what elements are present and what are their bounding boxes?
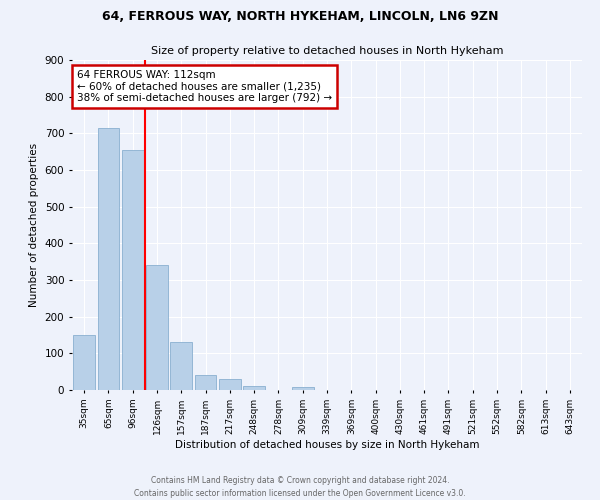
Bar bbox=[243, 386, 265, 390]
Bar bbox=[194, 374, 217, 390]
Title: Size of property relative to detached houses in North Hykeham: Size of property relative to detached ho… bbox=[151, 46, 503, 56]
Text: 64, FERROUS WAY, NORTH HYKEHAM, LINCOLN, LN6 9ZN: 64, FERROUS WAY, NORTH HYKEHAM, LINCOLN,… bbox=[102, 10, 498, 23]
Bar bbox=[122, 150, 143, 390]
Text: 64 FERROUS WAY: 112sqm
← 60% of detached houses are smaller (1,235)
38% of semi-: 64 FERROUS WAY: 112sqm ← 60% of detached… bbox=[77, 70, 332, 103]
Text: Contains HM Land Registry data © Crown copyright and database right 2024.
Contai: Contains HM Land Registry data © Crown c… bbox=[134, 476, 466, 498]
Bar bbox=[97, 128, 119, 390]
Bar bbox=[73, 335, 95, 390]
Bar bbox=[292, 387, 314, 390]
X-axis label: Distribution of detached houses by size in North Hykeham: Distribution of detached houses by size … bbox=[175, 440, 479, 450]
Y-axis label: Number of detached properties: Number of detached properties bbox=[29, 143, 39, 307]
Bar bbox=[219, 379, 241, 390]
Bar bbox=[146, 266, 168, 390]
Bar bbox=[170, 342, 192, 390]
